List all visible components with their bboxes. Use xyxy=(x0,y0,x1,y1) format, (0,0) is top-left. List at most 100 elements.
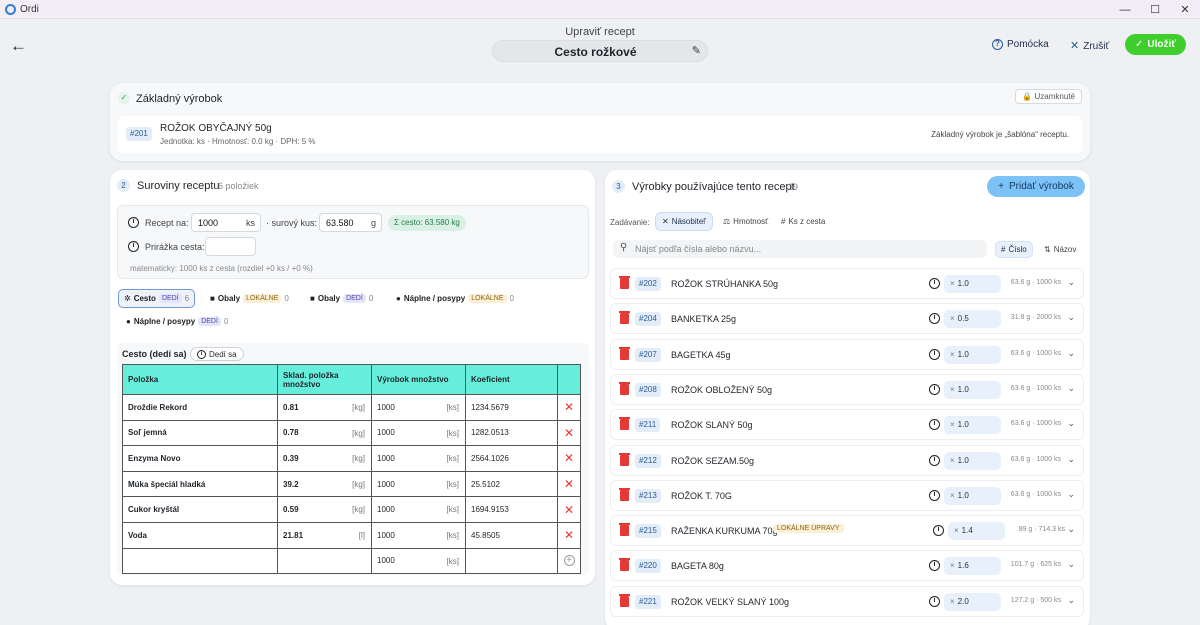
ingredient-name[interactable]: Enzyma Novo xyxy=(122,445,278,472)
info-icon[interactable]: i xyxy=(929,383,940,395)
recipe-title-field[interactable]: Cesto rožkové ✎ xyxy=(492,40,708,62)
chevron-down-icon[interactable]: ⌄ xyxy=(1067,524,1075,535)
delete-icon[interactable] xyxy=(619,276,630,289)
delete-icon[interactable] xyxy=(619,558,630,572)
stock-qty-cell[interactable]: 0.39 [kg] xyxy=(277,445,372,472)
info-icon[interactable]: i xyxy=(929,595,940,607)
help-button[interactable]: ? Pomócka xyxy=(992,39,1049,50)
recept-na-input[interactable]: 1000 ks xyxy=(191,213,261,232)
chevron-down-icon[interactable]: ⌄ xyxy=(1067,277,1075,287)
product-row[interactable]: #221 ROŽOK VEĽKÝ SLANÝ 100g i × 2.0 127.2 g ·… xyxy=(610,585,1084,617)
chevron-down-icon[interactable]: ⌄ xyxy=(1067,488,1075,499)
tab-naplne-lokalne[interactable]: ● Náplne / posypy LOKÁLNE 0 xyxy=(391,289,519,308)
sort-by-name[interactable]: ⇅ Názov xyxy=(1039,241,1081,258)
coefficient[interactable]: 1234.5679 xyxy=(465,394,558,421)
add-circle-icon[interactable]: + xyxy=(563,555,575,567)
product-row[interactable]: #215 RAŽENKA KURKUMA 70g LOKÁLNE ÚPRAVY i × 1… xyxy=(610,515,1084,547)
chevron-down-icon[interactable]: ⌄ xyxy=(1067,594,1075,605)
factor-input[interactable]: × 2.0 xyxy=(944,592,1001,611)
info-icon[interactable]: i xyxy=(929,313,940,325)
ingredient-name[interactable]: Múka špeciál hladká xyxy=(122,470,278,498)
markup-input[interactable] xyxy=(205,237,256,256)
product-row[interactable]: #213 ROŽOK T. 70G i × 1.0 63.6 g · 1000 ks ⌄ xyxy=(610,479,1084,511)
product-row[interactable]: #204 BANKETKA 25g i × 0.5 31.8 g · 2000 ks ⌄ xyxy=(610,303,1084,335)
delete-icon[interactable] xyxy=(619,523,630,537)
chevron-down-icon[interactable]: ⌄ xyxy=(1067,347,1075,358)
product-qty-cell[interactable]: 1000 [ks] xyxy=(371,521,466,549)
product-qty-cell[interactable]: 1000 [ks] xyxy=(371,496,466,523)
delete-icon[interactable] xyxy=(619,452,630,466)
delete-row-icon[interactable]: ✕ xyxy=(557,394,581,421)
ingredient-name[interactable]: Cukor kryštál xyxy=(122,496,278,523)
delete-row-icon[interactable]: ✕ xyxy=(557,419,581,447)
product-qty-cell[interactable]: 1000 [ks] xyxy=(371,419,466,447)
tab-cesto[interactable]: ✲ Cesto DEDÍ 6 xyxy=(118,289,196,308)
stock-qty-cell[interactable]: 39.2 [kg] xyxy=(277,470,372,498)
factor-input[interactable]: × 1.0 xyxy=(944,486,1001,505)
product-row[interactable]: #211 ROŽOK SLANÝ 50g i × 1.0 63.6 g · 1000 ks… xyxy=(610,409,1084,441)
chevron-down-icon[interactable]: ⌄ xyxy=(1067,382,1075,393)
sort-by-number[interactable]: # Číslo xyxy=(995,241,1033,258)
maximize-button[interactable]: ☐ xyxy=(1150,4,1160,16)
ingredient-name[interactable]: Voda xyxy=(122,521,278,549)
save-button[interactable]: ✓ Uložiť xyxy=(1125,34,1186,55)
mode-weight[interactable]: ⚖ Hmotnosť xyxy=(717,212,774,231)
delete-row-icon[interactable]: ✕ xyxy=(557,496,581,523)
product-row[interactable]: #220 BAGETA 80g i × 1.6 101.7 g · 625 ks ⌄ xyxy=(610,550,1084,582)
delete-icon[interactable] xyxy=(619,487,630,501)
cancel-button[interactable]: ✕ Zrušiť xyxy=(1070,39,1109,52)
factor-input[interactable]: × 1.0 xyxy=(944,345,1001,364)
product-qty-cell[interactable]: 1000 [ks] xyxy=(371,470,466,498)
factor-input[interactable]: × 1.4 xyxy=(948,522,1005,541)
coefficient[interactable]: 25.5102 xyxy=(465,470,558,498)
new-qty-cell[interactable] xyxy=(277,547,372,575)
delete-icon[interactable] xyxy=(619,593,630,607)
coefficient[interactable]: 1694.9153 xyxy=(465,496,558,523)
product-qty-cell[interactable]: 1000 [ks] xyxy=(371,394,466,421)
stock-qty-cell[interactable]: 0.81 [kg] xyxy=(277,394,372,421)
info-icon[interactable]: i xyxy=(128,241,139,252)
mode-multiplier[interactable]: ✕ Násobiteľ xyxy=(655,212,713,231)
back-arrow-icon[interactable]: ← xyxy=(10,36,27,55)
factor-input[interactable]: × 1.6 xyxy=(944,557,1001,576)
add-product-button[interactable]: + Pridať výrobok xyxy=(987,176,1085,197)
product-row[interactable]: #207 BAGETKA 45g i × 1.0 63.6 g · 1000 ks ⌄ xyxy=(610,338,1084,370)
info-icon[interactable]: i xyxy=(929,278,940,289)
coefficient[interactable]: 1282.0513 xyxy=(465,419,558,447)
add-row-cell[interactable]: + xyxy=(557,547,581,575)
delete-icon[interactable] xyxy=(619,346,630,360)
product-row[interactable]: #202 ROŽOK STRÚHANKA 50g i × 1.0 63.6 g · 100… xyxy=(610,268,1084,299)
close-window-button[interactable]: ✕ xyxy=(1180,4,1190,16)
stock-qty-cell[interactable]: 0.59 [kg] xyxy=(277,496,372,523)
factor-input[interactable]: × 1.0 xyxy=(944,380,1001,399)
info-icon[interactable]: i xyxy=(929,489,940,501)
factor-input[interactable]: × 1.0 xyxy=(944,416,1001,435)
factor-input[interactable]: × 0.5 xyxy=(944,310,1001,329)
product-row[interactable]: #208 ROŽOK OBLOŽENÝ 50g i × 1.0 63.6 g · 1000… xyxy=(610,373,1084,405)
info-icon[interactable]: i xyxy=(929,348,940,360)
ingredient-name[interactable]: Droždie Rekord xyxy=(122,394,278,421)
chevron-down-icon[interactable]: ⌄ xyxy=(1067,418,1075,429)
stock-qty-cell[interactable]: 0.78 [kg] xyxy=(277,419,372,447)
chevron-down-icon[interactable]: ⌄ xyxy=(1067,559,1075,570)
delete-icon[interactable] xyxy=(619,381,630,395)
mode-pieces[interactable]: # Ks z cesta xyxy=(775,212,831,231)
delete-icon[interactable] xyxy=(619,417,630,431)
coefficient[interactable]: 45.8505 xyxy=(465,521,558,549)
chevron-down-icon[interactable]: ⌄ xyxy=(1067,453,1075,464)
info-icon[interactable]: i xyxy=(929,419,940,431)
product-search-input[interactable]: ⚲ Nájsť podľa čísla alebo názvu... xyxy=(613,240,987,258)
info-icon[interactable]: i xyxy=(933,525,944,537)
delete-icon[interactable] xyxy=(619,311,630,325)
new-product-qty-cell[interactable]: 1000 [ks] xyxy=(371,547,466,575)
inherit-toggle[interactable]: i Dedí sa xyxy=(190,347,244,361)
product-row[interactable]: #212 ROŽOK SEZAM.50g i × 1.0 63.6 g · 1000 ks… xyxy=(610,444,1084,476)
info-icon[interactable]: i xyxy=(128,217,139,228)
info-icon[interactable]: i xyxy=(929,454,940,466)
minimize-button[interactable]: — xyxy=(1119,3,1131,16)
coefficient[interactable]: 2564.1026 xyxy=(465,445,558,472)
ingredient-name[interactable]: Soľ jemná xyxy=(122,419,278,447)
delete-row-icon[interactable]: ✕ xyxy=(557,470,581,498)
delete-row-icon[interactable]: ✕ xyxy=(557,445,581,472)
product-qty-cell[interactable]: 1000 [ks] xyxy=(371,445,466,472)
